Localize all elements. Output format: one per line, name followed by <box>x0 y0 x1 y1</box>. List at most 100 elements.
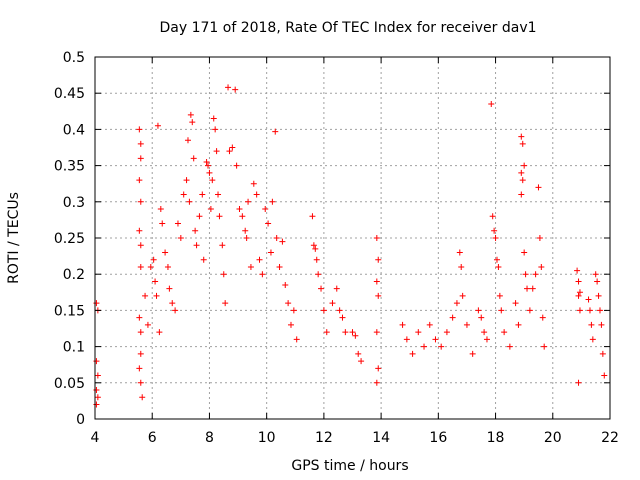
data-point <box>137 140 144 147</box>
data-point <box>142 292 149 299</box>
data-point <box>94 372 101 379</box>
data-point <box>193 242 200 249</box>
data-point <box>575 292 582 299</box>
data-point <box>522 271 529 278</box>
y-tick-label: 0.15 <box>54 303 85 319</box>
data-point <box>147 263 154 270</box>
data-point <box>421 343 428 350</box>
data-point <box>495 263 502 270</box>
data-point <box>136 365 143 372</box>
data-point <box>180 191 187 198</box>
data-point <box>585 296 592 303</box>
data-point <box>169 300 176 307</box>
y-tick-label: 0.05 <box>54 376 85 392</box>
data-point <box>245 198 252 205</box>
data-point <box>137 329 144 336</box>
x-tick-label: 18 <box>487 430 505 446</box>
data-point <box>94 394 101 401</box>
data-point <box>458 263 465 270</box>
data-point <box>375 365 382 372</box>
data-point <box>594 278 601 285</box>
x-axis-label: GPS time / hours <box>291 458 408 474</box>
data-point <box>203 158 210 165</box>
data-point <box>315 271 322 278</box>
data-point <box>226 148 233 155</box>
data-point <box>475 307 482 314</box>
data-point <box>186 198 193 205</box>
data-point <box>595 292 602 299</box>
data-point <box>136 314 143 321</box>
data-point <box>216 213 223 220</box>
data-point <box>336 307 343 314</box>
data-point <box>541 343 548 350</box>
data-point <box>287 321 294 328</box>
data-point <box>415 329 422 336</box>
data-point <box>501 329 508 336</box>
data-point <box>426 321 433 328</box>
data-point <box>250 180 257 187</box>
data-point <box>290 307 297 314</box>
data-point <box>243 235 250 241</box>
data-point <box>137 379 144 386</box>
data-point <box>312 245 319 252</box>
data-point <box>526 307 533 314</box>
data-point <box>518 191 525 198</box>
data-point <box>399 321 406 328</box>
data-point <box>512 300 519 307</box>
data-point <box>282 282 289 289</box>
data-point <box>273 235 280 241</box>
data-point <box>256 256 263 263</box>
data-point <box>498 307 505 314</box>
data-point <box>137 350 144 357</box>
data-point <box>177 235 184 241</box>
data-point <box>159 220 166 227</box>
data-point <box>481 329 488 336</box>
data-point <box>239 213 246 220</box>
data-point <box>276 263 283 270</box>
data-point <box>521 162 528 169</box>
data-point <box>601 372 608 379</box>
data-point <box>184 137 191 144</box>
data-point <box>529 285 536 292</box>
data-point <box>574 267 581 274</box>
x-tick-label: 22 <box>601 430 619 446</box>
data-point <box>539 314 546 321</box>
data-point <box>449 314 456 321</box>
data-point <box>459 292 466 299</box>
data-point <box>489 213 496 220</box>
data-point <box>172 307 179 314</box>
data-point <box>136 177 143 184</box>
data-points <box>93 84 608 408</box>
data-point <box>532 271 539 278</box>
data-point <box>586 307 593 314</box>
data-point <box>187 111 194 118</box>
data-point <box>215 191 222 198</box>
data-point <box>157 206 164 213</box>
data-point <box>339 314 346 321</box>
plot-frame <box>94 56 611 420</box>
data-point <box>285 300 292 307</box>
data-point <box>575 278 582 285</box>
data-point <box>329 300 336 307</box>
data-point <box>599 350 606 357</box>
data-point <box>150 256 157 263</box>
data-point <box>310 242 317 249</box>
y-axis-label: ROTI / TECUs <box>6 192 22 284</box>
data-point <box>518 169 525 176</box>
data-point <box>456 249 463 256</box>
data-point <box>144 321 151 328</box>
data-point <box>164 263 171 270</box>
data-point <box>154 122 161 129</box>
data-point <box>196 213 203 220</box>
data-point <box>206 169 213 176</box>
data-point <box>247 263 254 270</box>
data-point <box>192 227 199 234</box>
data-point <box>253 191 260 198</box>
data-point <box>521 249 528 256</box>
data-point <box>210 115 217 122</box>
y-tick-label: 0.4 <box>63 122 85 138</box>
y-tick-label: 0.35 <box>54 159 85 175</box>
data-point <box>432 336 439 343</box>
data-point <box>200 256 207 263</box>
y-tick-label: 0.1 <box>63 340 85 356</box>
